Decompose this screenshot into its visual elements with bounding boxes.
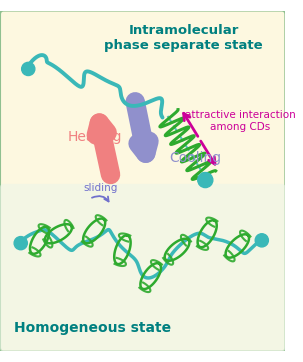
Circle shape [198,173,213,188]
Text: Homogeneous state: Homogeneous state [14,320,171,334]
FancyBboxPatch shape [0,184,285,352]
Text: Heating: Heating [68,130,122,144]
Circle shape [22,62,35,76]
Circle shape [14,236,27,250]
Text: attractive interaction
among CDs: attractive interaction among CDs [185,110,295,131]
Text: sliding: sliding [84,183,118,193]
Circle shape [255,234,268,247]
Text: Cooling: Cooling [169,151,221,165]
FancyBboxPatch shape [0,10,285,352]
Text: Intramolecular
phase separate state: Intramolecular phase separate state [104,24,263,52]
